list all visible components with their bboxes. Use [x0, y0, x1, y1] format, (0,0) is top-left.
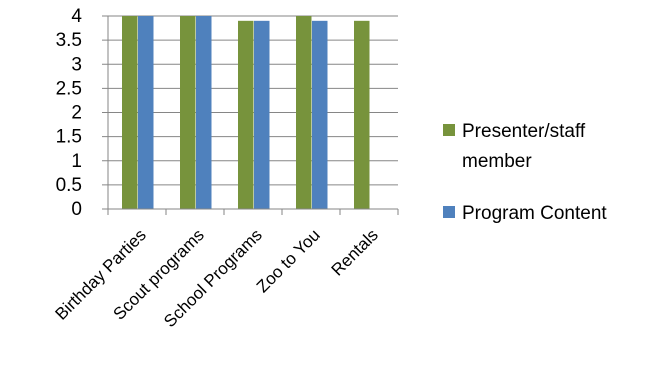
bar-content-0	[138, 16, 154, 209]
bar-content-3	[312, 20, 328, 210]
legend-label: member	[462, 151, 532, 172]
bar-content-1	[196, 16, 212, 209]
y-tick-label: 0.5	[56, 175, 82, 196]
legend-label: Program Content	[462, 203, 607, 224]
y-tick-label: 4	[71, 6, 82, 27]
legend: Presenter/staff member Program Content	[443, 121, 607, 224]
y-tick-label: 1	[71, 151, 82, 172]
y-tick-labels: 0 0.5 1 1.5 2 2.5 3 3.5 4	[56, 6, 83, 220]
y-tick-label: 0	[71, 199, 82, 220]
legend-label: Presenter/staff	[462, 121, 586, 142]
y-tick-label: 3	[71, 54, 82, 75]
y-tick-label: 1.5	[56, 127, 82, 148]
x-tick-label: Zoo to You	[253, 225, 324, 296]
bar-presenter-4	[354, 20, 370, 210]
bar-content-2	[254, 20, 270, 210]
bars	[122, 16, 370, 210]
y-tick-label: 3.5	[56, 30, 82, 51]
bar-presenter-2	[238, 20, 254, 210]
legend-swatch-presenter	[443, 124, 455, 136]
x-tick-label: Rentals	[328, 225, 382, 279]
bar-presenter-1	[180, 16, 196, 209]
bar-presenter-0	[122, 16, 138, 209]
y-tick-label: 2.5	[56, 78, 82, 99]
axes	[102, 15, 399, 215]
y-tick-label: 2	[71, 103, 82, 124]
bar-presenter-3	[296, 16, 312, 209]
legend-swatch-content	[443, 206, 455, 218]
x-tick-label: School Programs	[160, 225, 266, 331]
